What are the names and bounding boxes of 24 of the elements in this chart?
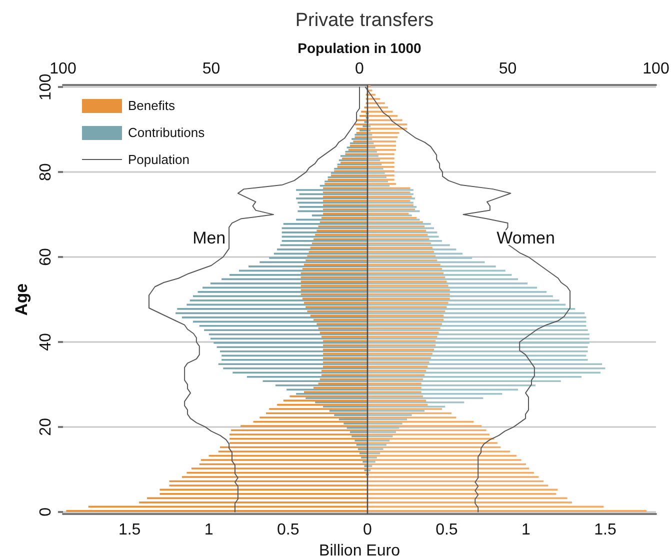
x2-tick-label: 100 (642, 60, 670, 78)
x-tick-label: 0 (362, 522, 372, 538)
y-tick-label: 60 (38, 248, 54, 266)
chart-title: Private transfers (295, 10, 434, 31)
x2-tick-label: 0 (355, 60, 364, 78)
x2-tick-label: 50 (498, 60, 517, 78)
x-tick-label: 1 (522, 522, 531, 538)
y-tick-label: 40 (38, 332, 54, 351)
y-axis-title: Age (12, 283, 32, 316)
legend-label: Benefits (128, 98, 175, 113)
x-tick-label: 1.5 (118, 522, 141, 538)
y-tick-label: 80 (38, 163, 54, 181)
annotation: Men (192, 228, 226, 248)
x-tick-label: 0.5 (436, 522, 458, 538)
legend-label: Contributions (128, 125, 205, 140)
x-tick-label: 1 (204, 522, 214, 538)
x2-tick-label: 50 (202, 60, 220, 78)
x-tick-label: 1.5 (594, 522, 616, 538)
x-tick-label: 0.5 (277, 522, 300, 538)
x-axis-title: Billion Euro (319, 542, 400, 560)
y-tick-label: 20 (38, 418, 54, 436)
x2-axis-title: Population in 1000 (298, 40, 422, 56)
y-tick-label: 0 (38, 507, 54, 516)
legend-label: Population (128, 152, 190, 167)
